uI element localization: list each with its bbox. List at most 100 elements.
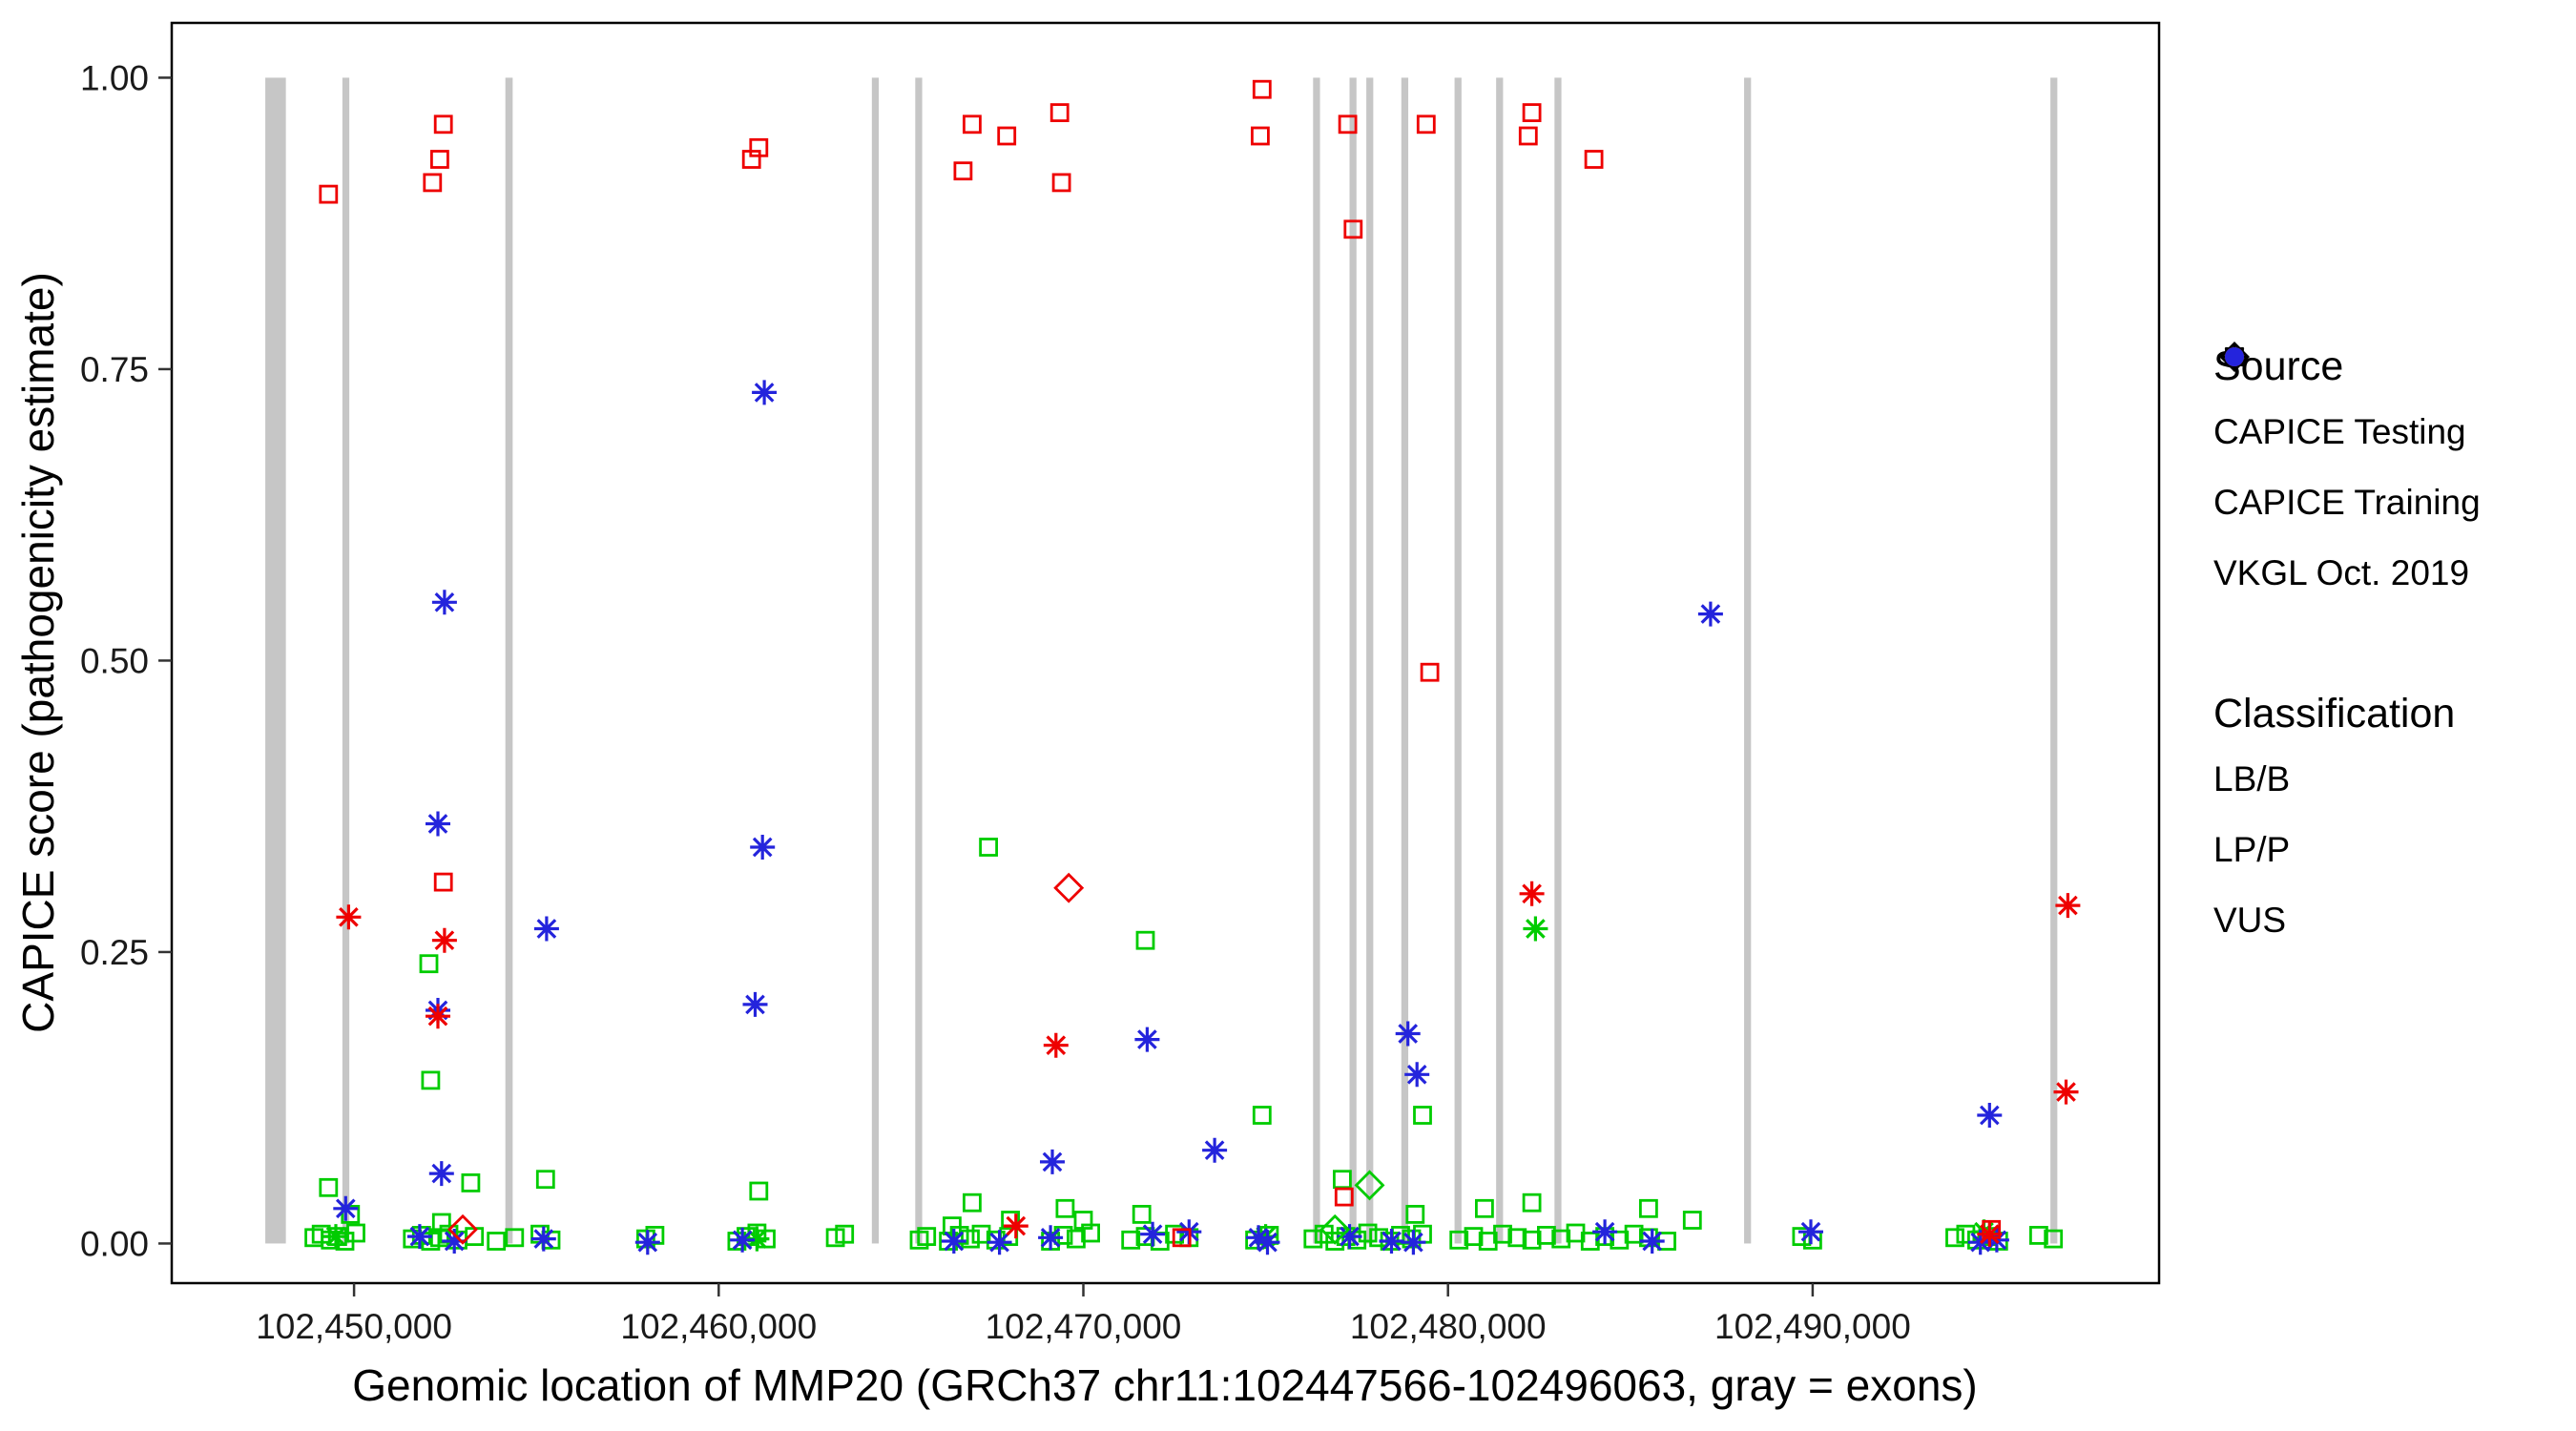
legend-gap <box>2213 609 2566 683</box>
legend-source-title: Source <box>2213 342 2344 389</box>
data-point-asterisk <box>987 1230 1012 1255</box>
data-point-asterisk <box>750 835 776 860</box>
data-point-square <box>1522 103 1542 122</box>
data-point-square <box>1475 1198 1494 1218</box>
data-point-asterisk <box>1395 1021 1421 1047</box>
data-point-square <box>1081 1223 1100 1243</box>
data-point-square <box>1051 173 1071 193</box>
legend-classification-title: Classification <box>2213 690 2456 736</box>
exon-bar <box>2050 77 2058 1244</box>
x-tick-label: 102,490,000 <box>1714 1307 1911 1346</box>
data-point-square <box>433 872 453 892</box>
data-point-square <box>423 173 443 193</box>
data-point-asterisk <box>442 1229 467 1254</box>
legend-item-source-2: VKGL Oct. 2019 <box>2213 344 2566 609</box>
data-point-square <box>341 1205 361 1224</box>
legend: Source CAPICE Testing CAPICE Training VKGL… <box>2213 336 2566 956</box>
data-point-diamond <box>1319 1213 1351 1245</box>
data-point-asterisk <box>533 916 559 942</box>
data-point-square <box>749 137 769 157</box>
data-point-square <box>1420 662 1440 682</box>
x-tick-label: 102,480,000 <box>1350 1307 1547 1346</box>
data-point-square <box>1172 1228 1192 1248</box>
data-point-square <box>953 161 973 181</box>
data-point-square <box>1251 126 1270 146</box>
data-point-square <box>1135 930 1155 950</box>
x-axis-title: Genomic location of MMP20 (GRCh37 chr11:… <box>352 1360 1977 1410</box>
data-point-square <box>319 184 339 204</box>
data-point-square <box>421 1070 441 1090</box>
data-point-asterisk <box>1639 1229 1665 1254</box>
data-point-square <box>1624 1224 1644 1244</box>
data-point-square <box>1252 1106 1272 1125</box>
data-point-square <box>1333 1170 1352 1190</box>
data-point-asterisk <box>428 1161 454 1187</box>
legend-source-items: CAPICE Testing CAPICE Training VKGL Oct. 2… <box>2213 342 2566 609</box>
data-point-asterisk <box>941 1229 966 1254</box>
data-point-asterisk <box>752 380 778 405</box>
data-point-asterisk <box>744 1226 770 1252</box>
data-point-asterisk <box>1592 1219 1618 1245</box>
exon-bar <box>1349 77 1357 1244</box>
data-point-square <box>1551 1229 1571 1249</box>
legend-item-label: CAPICE Testing <box>2213 412 2466 451</box>
legend-item-source-0: CAPICE Testing <box>2213 342 2566 467</box>
exon-bar <box>1496 77 1504 1244</box>
data-point-square <box>835 1224 855 1244</box>
data-point-square <box>961 1229 980 1249</box>
data-point-asterisk <box>1038 1225 1064 1251</box>
data-point-square <box>749 1181 769 1201</box>
data-point-asterisk <box>431 927 457 953</box>
exon-bar <box>915 77 923 1244</box>
y-tick-label: 0.00 <box>80 1224 149 1263</box>
data-point-square <box>997 126 1017 146</box>
data-point-square <box>2028 1226 2048 1245</box>
data-point-asterisk <box>1697 601 1723 627</box>
legend-circle-glyph <box>2225 347 2244 366</box>
data-point-square <box>487 1232 507 1251</box>
data-point-asterisk <box>2055 893 2081 919</box>
data-point-square <box>1413 1106 1432 1125</box>
data-point-square <box>1303 1229 1323 1249</box>
data-point-square <box>1121 1230 1141 1250</box>
data-point-asterisk <box>426 1004 450 1029</box>
data-point-asterisk <box>1977 1221 2003 1247</box>
exon-bar <box>1744 77 1752 1244</box>
data-point-diamond <box>1053 872 1085 903</box>
legend-item-label: CAPICE Training <box>2213 483 2481 522</box>
data-point-square <box>1402 1229 1422 1249</box>
data-point-asterisk <box>1246 1225 1271 1251</box>
data-point-asterisk <box>1379 1229 1404 1254</box>
circle-legend-icon <box>2225 347 2244 366</box>
data-point-asterisk <box>333 1195 359 1221</box>
exon-bar <box>1366 77 1374 1244</box>
data-point-square <box>1334 1187 1354 1207</box>
data-point-asterisk <box>730 1227 756 1253</box>
data-point-square <box>535 1170 555 1190</box>
exon-bar <box>871 77 880 1244</box>
data-point-asterisk <box>1003 1213 1028 1239</box>
exon-bar <box>1313 77 1320 1244</box>
data-point-asterisk <box>336 904 362 930</box>
data-point-square <box>1449 1230 1469 1250</box>
data-point-asterisk <box>1798 1219 1823 1245</box>
data-point-square <box>1580 1232 1600 1251</box>
data-point-asterisk <box>1977 1103 2003 1128</box>
data-point-asterisk <box>634 1230 660 1255</box>
data-point-asterisk <box>1523 916 1548 942</box>
x-tick-label: 102,470,000 <box>986 1307 1182 1346</box>
data-point-square <box>979 838 998 857</box>
data-point-square <box>2044 1229 2064 1249</box>
y-tick-label: 1.00 <box>80 58 149 97</box>
y-tick-label: 0.75 <box>80 350 149 389</box>
data-point-square <box>963 114 982 135</box>
data-point-square <box>433 114 453 135</box>
data-point-asterisk <box>1519 881 1545 906</box>
legend-item-classification-2: VUS <box>2213 347 2566 956</box>
data-point-asterisk <box>530 1226 556 1252</box>
data-point-asterisk <box>426 811 450 837</box>
data-point-square <box>1639 1198 1658 1218</box>
y-axis-title: CAPICE score (pathogenicity estimate) <box>13 272 63 1033</box>
